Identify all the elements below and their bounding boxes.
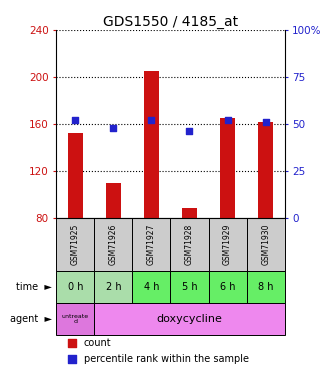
Bar [56,303,94,335]
Text: GSM71927: GSM71927 [147,224,156,265]
Bar [209,218,247,271]
Text: time  ►: time ► [16,282,52,292]
Bar [56,218,94,271]
Bar [170,218,209,271]
Text: 0 h: 0 h [68,282,83,292]
Bar [94,218,132,271]
Text: 6 h: 6 h [220,282,235,292]
Text: GSM71929: GSM71929 [223,224,232,265]
Bar [56,271,94,303]
Point [111,124,116,130]
Point [187,128,192,134]
Text: GSM71926: GSM71926 [109,224,118,265]
Bar [220,118,235,218]
Point [70,340,75,346]
Bar [132,218,170,271]
Text: GSM71928: GSM71928 [185,224,194,265]
Text: untreate
d: untreate d [62,314,89,324]
Text: 2 h: 2 h [106,282,121,292]
Bar [247,218,285,271]
Title: GDS1550 / 4185_at: GDS1550 / 4185_at [103,15,238,29]
Point [72,117,78,123]
Text: 8 h: 8 h [258,282,273,292]
Text: agent  ►: agent ► [10,314,52,324]
Text: GSM71930: GSM71930 [261,224,270,265]
Point [70,356,75,362]
Text: GSM71925: GSM71925 [71,224,80,265]
Bar [170,271,209,303]
Bar [106,183,121,218]
Text: 4 h: 4 h [144,282,159,292]
Bar [94,303,285,335]
Text: doxycycline: doxycycline [157,314,222,324]
Point [263,119,268,125]
Point [225,117,230,123]
Bar [132,271,170,303]
Text: percentile rank within the sample: percentile rank within the sample [84,354,249,364]
Bar [247,271,285,303]
Bar [144,71,159,218]
Bar [209,271,247,303]
Bar [182,209,197,218]
Text: 5 h: 5 h [182,282,197,292]
Point [149,117,154,123]
Bar [258,122,273,218]
Text: count: count [84,338,111,348]
Bar [68,133,83,218]
Bar [94,271,132,303]
